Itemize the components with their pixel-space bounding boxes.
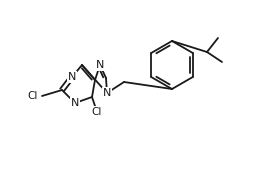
Text: N: N xyxy=(68,72,76,82)
Text: N: N xyxy=(102,88,111,98)
Text: Cl: Cl xyxy=(27,91,38,101)
Text: N: N xyxy=(71,98,79,108)
Text: N: N xyxy=(96,60,104,70)
Text: Cl: Cl xyxy=(91,107,102,117)
